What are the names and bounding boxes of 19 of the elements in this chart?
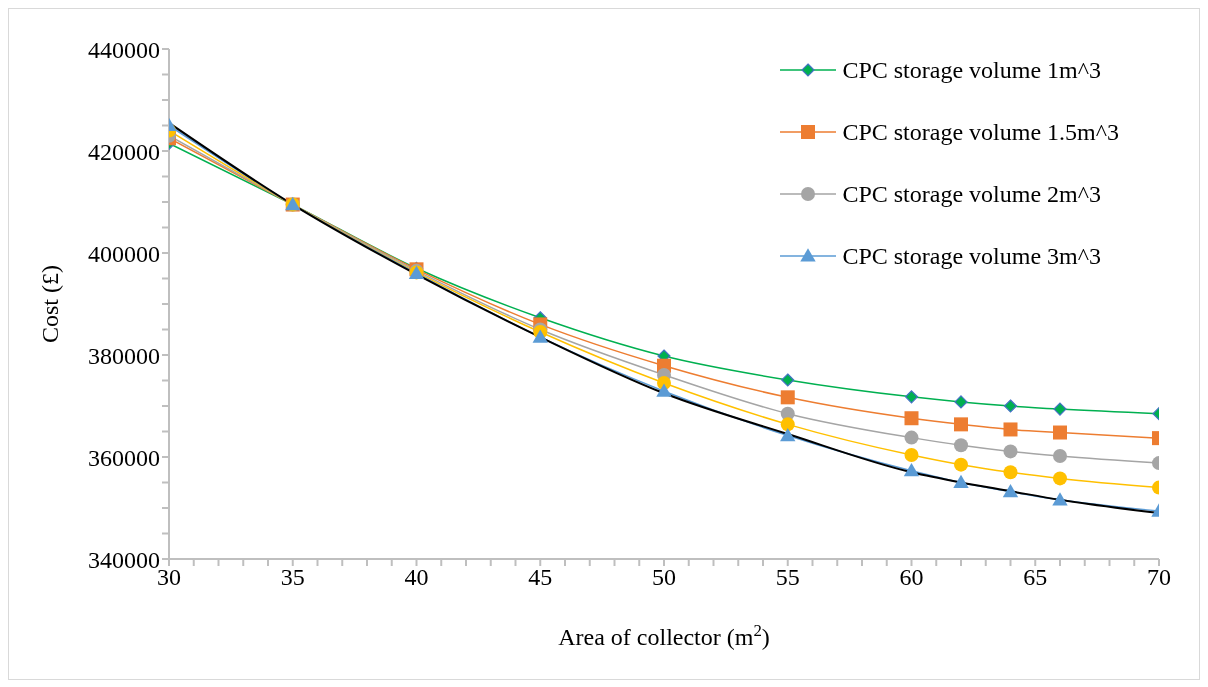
x-tick-label: 50	[652, 564, 676, 591]
y-tick-label: 400000	[88, 240, 160, 267]
x-tick-label: 40	[404, 564, 429, 591]
y-tick-label: 380000	[88, 342, 160, 369]
legend-label: CPC storage volume 1.5m^3	[842, 118, 1119, 146]
x-tick-label: 45	[528, 564, 553, 591]
x-tick-label: 60	[899, 564, 924, 591]
x-tick-label: 65	[1023, 564, 1048, 591]
x-tick-label: 35	[280, 564, 305, 591]
y-tick-label: 360000	[88, 444, 160, 471]
y-axis-title: Cost (£)	[36, 265, 63, 343]
legend-label: CPC storage volume 1m^3	[842, 56, 1101, 84]
x-tick-label: 70	[1147, 564, 1171, 591]
x-axis-title: Area of collector (m$^{2}$)	[558, 620, 770, 650]
legend-label: CPC storage volume 3m^3	[842, 242, 1101, 270]
legend-label: CPC storage volume 2m^3	[842, 180, 1101, 208]
y-tick-label: 440000	[88, 36, 160, 63]
y-tick-label: 420000	[88, 138, 160, 165]
x-tick-label: 55	[775, 564, 800, 591]
